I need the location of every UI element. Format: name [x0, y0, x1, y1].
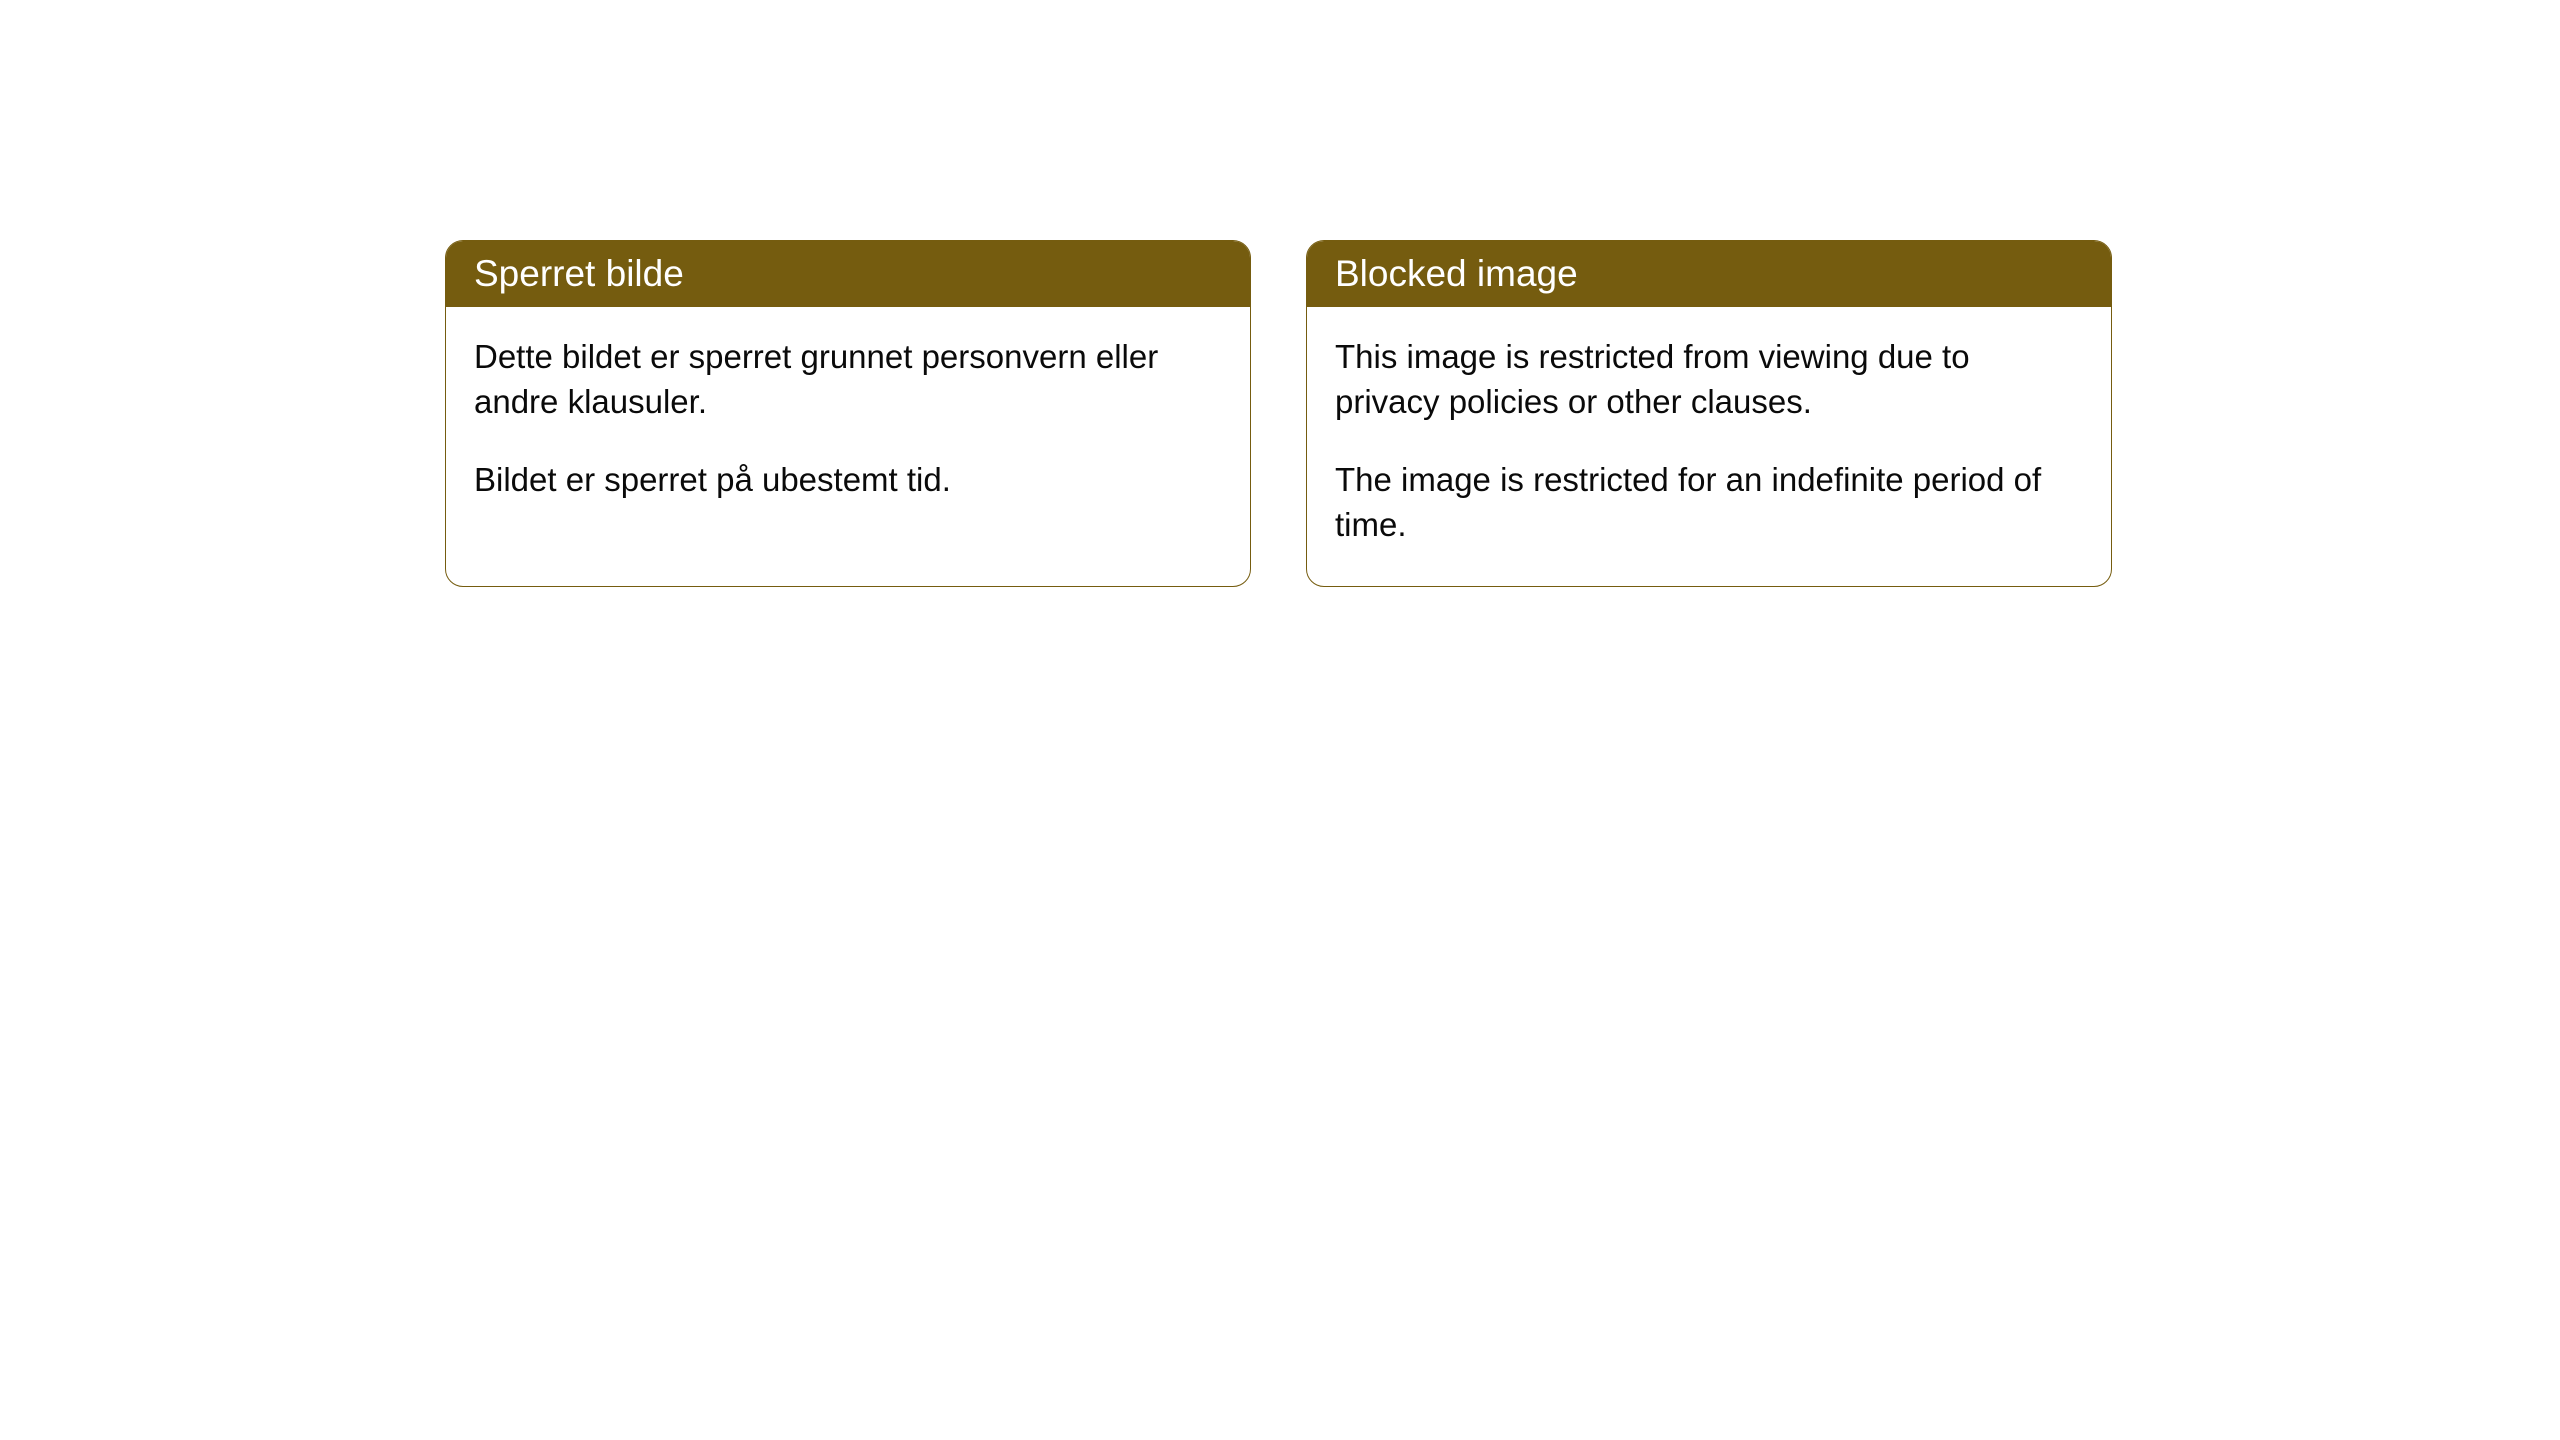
card-header: Blocked image [1307, 241, 2111, 307]
card-paragraph-1: This image is restricted from viewing du… [1335, 335, 2083, 424]
card-paragraph-2: The image is restricted for an indefinit… [1335, 458, 2083, 547]
blocked-image-card-norwegian: Sperret bilde Dette bildet er sperret gr… [445, 240, 1251, 587]
blocked-image-card-english: Blocked image This image is restricted f… [1306, 240, 2112, 587]
card-paragraph-1: Dette bildet er sperret grunnet personve… [474, 335, 1222, 424]
card-body: Dette bildet er sperret grunnet personve… [446, 307, 1250, 541]
card-paragraph-2: Bildet er sperret på ubestemt tid. [474, 458, 1222, 503]
card-header: Sperret bilde [446, 241, 1250, 307]
card-body: This image is restricted from viewing du… [1307, 307, 2111, 585]
notice-container: Sperret bilde Dette bildet er sperret gr… [445, 240, 2112, 587]
